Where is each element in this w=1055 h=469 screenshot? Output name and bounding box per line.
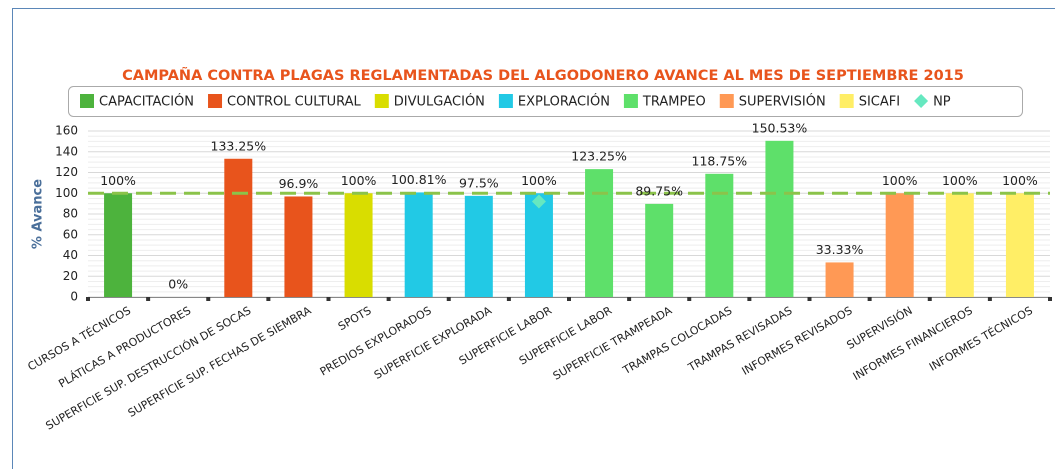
bar xyxy=(104,193,133,297)
data-label: 100% xyxy=(1002,173,1038,188)
y-axis-label: % Avance xyxy=(31,179,46,249)
y-tick-label: 100 xyxy=(55,186,78,200)
x-tick xyxy=(446,297,451,301)
x-tick xyxy=(627,297,632,301)
bar xyxy=(284,196,313,297)
x-tick xyxy=(807,297,812,301)
legend-swatch xyxy=(208,94,223,108)
bar xyxy=(825,262,854,297)
x-tick xyxy=(867,297,872,301)
bar xyxy=(1005,193,1034,297)
y-tick-label: 40 xyxy=(63,248,78,262)
x-tick xyxy=(927,297,932,301)
x-tick xyxy=(206,297,211,301)
y-tick-label: 160 xyxy=(55,124,78,138)
marker xyxy=(531,194,546,209)
legend-marker xyxy=(914,94,929,108)
legend-label: EXPLORACIÓN xyxy=(518,94,610,110)
bar xyxy=(585,169,614,297)
data-label: 100% xyxy=(100,173,136,188)
y-tick-label: 140 xyxy=(55,144,78,158)
bar xyxy=(645,203,674,297)
data-label: 118.75% xyxy=(692,153,748,168)
legend-label: TRAMPEO xyxy=(642,95,706,110)
x-tick xyxy=(1048,297,1052,301)
data-label: 123.25% xyxy=(571,149,627,164)
bar xyxy=(765,140,794,297)
bar xyxy=(524,193,553,297)
bar xyxy=(224,158,253,297)
x-tick xyxy=(987,297,992,301)
x-tick xyxy=(747,297,752,301)
x-tick xyxy=(146,297,151,301)
x-tick xyxy=(86,297,90,301)
y-tick-label: 0 xyxy=(70,290,78,304)
legend-label: SUPERVISIÓN xyxy=(739,94,826,110)
legend-label: NP xyxy=(933,95,951,110)
data-label: 100.81% xyxy=(391,172,447,187)
y-tick-label: 20 xyxy=(63,269,78,283)
x-tick xyxy=(687,297,692,301)
legend-label: DIVULGACIÓN xyxy=(394,94,485,110)
legend-swatch xyxy=(719,94,734,108)
data-label: 97.5% xyxy=(459,175,499,190)
legend-swatch xyxy=(498,94,513,108)
x-tick xyxy=(506,297,511,301)
data-label: 150.53% xyxy=(752,120,808,135)
bar xyxy=(885,193,914,297)
bar xyxy=(344,193,373,297)
data-label: 100% xyxy=(942,173,978,188)
data-label: 96.9% xyxy=(279,176,319,191)
legend-swatch xyxy=(374,94,389,108)
bar xyxy=(404,192,433,297)
data-label: 133.25% xyxy=(211,138,267,153)
data-label: 100% xyxy=(521,173,557,188)
y-tick-label: 120 xyxy=(55,165,78,179)
legend-label: CONTROL CULTURAL xyxy=(227,95,362,110)
legend-label: SICAFI xyxy=(859,95,900,110)
legend-label: CAPACITACIÓN xyxy=(99,94,194,110)
data-label: 100% xyxy=(882,173,918,188)
x-tick xyxy=(326,297,331,301)
legend-swatch xyxy=(623,94,638,108)
data-label: 33.33% xyxy=(816,242,864,257)
x-tick xyxy=(266,297,271,301)
y-tick-label: 80 xyxy=(63,207,78,221)
x-tick xyxy=(567,297,571,301)
legend-swatch xyxy=(80,94,94,108)
bar xyxy=(464,195,493,297)
y-tick-label: 60 xyxy=(63,227,78,241)
chart-title: CAMPAÑA CONTRA PLAGAS REGLAMENTADAS DEL … xyxy=(122,67,964,84)
legend-swatch xyxy=(839,94,854,108)
legend-box xyxy=(68,86,1023,117)
bar xyxy=(945,193,974,297)
x-tick xyxy=(386,297,391,301)
data-label: 89.75% xyxy=(635,183,683,198)
data-label: 100% xyxy=(341,173,377,188)
data-label: 0% xyxy=(168,277,188,292)
